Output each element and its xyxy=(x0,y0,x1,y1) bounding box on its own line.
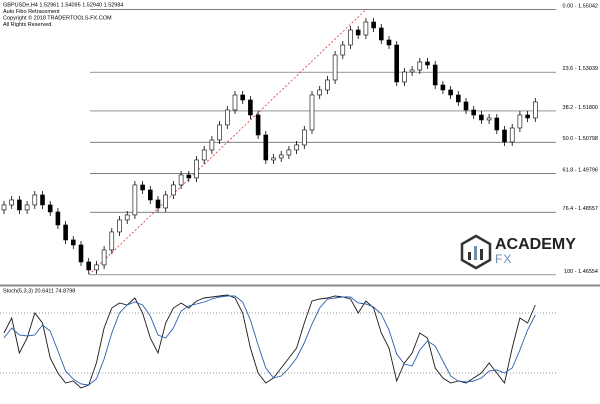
candle-body xyxy=(1,204,7,211)
fib-level-label: 23.6 - 1.53039 xyxy=(563,66,598,72)
candle-body xyxy=(17,199,22,211)
candle-body xyxy=(163,194,168,209)
candle-body xyxy=(509,127,515,143)
symbol-info: GBPUSDe,H4 1.52961 1.54095 1.52940 1.529… xyxy=(3,2,123,8)
fib-level-label: 0.00 - 1.55042 xyxy=(563,4,598,10)
candle-body xyxy=(124,214,130,221)
candle-body xyxy=(309,94,315,131)
candle-body xyxy=(209,139,215,151)
candle-body xyxy=(71,239,76,246)
copyright: Copyright © 2018 TRADERTOOLS-FX.COM xyxy=(3,14,112,21)
candle-body xyxy=(394,44,400,83)
fib-level-label: 61.8 - 1.49796 xyxy=(563,167,598,173)
candle-body xyxy=(232,94,238,111)
candle-body xyxy=(94,264,99,271)
candle-body xyxy=(286,149,292,156)
candle-body xyxy=(32,194,38,206)
candle-body xyxy=(325,79,330,91)
logo-name: ACADEMY xyxy=(495,236,576,253)
stoch-line xyxy=(3,295,536,386)
candle-body xyxy=(140,184,145,191)
candle-body xyxy=(148,189,153,201)
logo-bar xyxy=(480,249,483,260)
candle-body xyxy=(301,129,307,146)
candle-body xyxy=(502,129,507,143)
candle-body xyxy=(386,39,392,46)
candle-body xyxy=(455,94,461,103)
candle-body xyxy=(378,27,384,41)
candle-body xyxy=(432,64,438,86)
candle-body xyxy=(78,244,84,263)
candle-body xyxy=(409,69,415,73)
fib-level-label: 50.0 - 1.50798 xyxy=(563,136,598,142)
candle-body xyxy=(109,231,115,251)
logo-bar xyxy=(468,252,471,260)
candle-body xyxy=(278,154,284,159)
candle-body xyxy=(525,114,530,119)
candle-body xyxy=(40,194,45,206)
fib-level-label: 38.2 - 1.51800 xyxy=(563,105,598,111)
candle-body xyxy=(255,114,261,136)
candle-body xyxy=(248,99,253,116)
candle-body xyxy=(24,204,30,211)
candle-body xyxy=(171,184,176,196)
candle-body xyxy=(132,184,138,216)
candle-body xyxy=(294,144,299,151)
candle-body xyxy=(417,61,423,71)
candle-body xyxy=(263,134,269,161)
candle-body xyxy=(479,114,484,121)
fib-level-label: 76.4 - 1.48557 xyxy=(563,206,598,212)
candle-body xyxy=(225,109,230,126)
candle-body xyxy=(155,199,161,209)
candle-body xyxy=(117,219,122,233)
candle-body xyxy=(194,159,199,179)
candle-body xyxy=(494,117,500,131)
fib-level-label: 100 - 1.46554 xyxy=(564,269,598,275)
stochastic-panel xyxy=(0,294,556,389)
candle-body xyxy=(86,261,91,271)
stoch-line xyxy=(3,294,536,389)
candle-body xyxy=(440,84,446,91)
candle-body xyxy=(402,71,407,83)
candle-body xyxy=(101,249,107,266)
candle-body xyxy=(532,101,538,119)
candle-body xyxy=(448,89,453,96)
candle-body xyxy=(63,224,68,241)
candle-body xyxy=(178,174,184,186)
candle-body xyxy=(201,149,207,161)
candle-body xyxy=(355,29,361,36)
logo-bar xyxy=(474,246,477,260)
candle-body xyxy=(9,199,14,206)
candle-body xyxy=(486,117,492,121)
candle-body xyxy=(317,89,323,96)
rights: All Rights Reserved. xyxy=(3,22,53,28)
candle-body xyxy=(463,101,469,111)
candle-body xyxy=(517,114,523,129)
candle-body xyxy=(240,94,245,101)
price-panel: 0.00 - 1.55042 23.6 - 1.53039 38.2 - 1.518… xyxy=(1,4,598,276)
candle-body xyxy=(348,29,353,46)
candle-body xyxy=(55,211,61,226)
indicator-name: Auto Fibo Retracement xyxy=(3,9,60,15)
stoch-title: Stoch(5,3,3) 20.6411 74.8798 xyxy=(3,288,75,294)
candle-body xyxy=(371,21,376,29)
candle-body xyxy=(271,157,276,161)
candle-body xyxy=(425,61,430,66)
logo-sub: FX xyxy=(495,252,512,266)
candle-body xyxy=(186,174,192,179)
candle-body xyxy=(217,124,222,141)
candle-body xyxy=(340,44,346,56)
candle-body xyxy=(363,21,369,36)
logo-hexagon xyxy=(460,234,492,270)
candle-body xyxy=(471,109,477,116)
candle-body xyxy=(332,54,338,81)
candle-body xyxy=(47,204,53,213)
logo: ACADEMY FX xyxy=(460,234,576,270)
